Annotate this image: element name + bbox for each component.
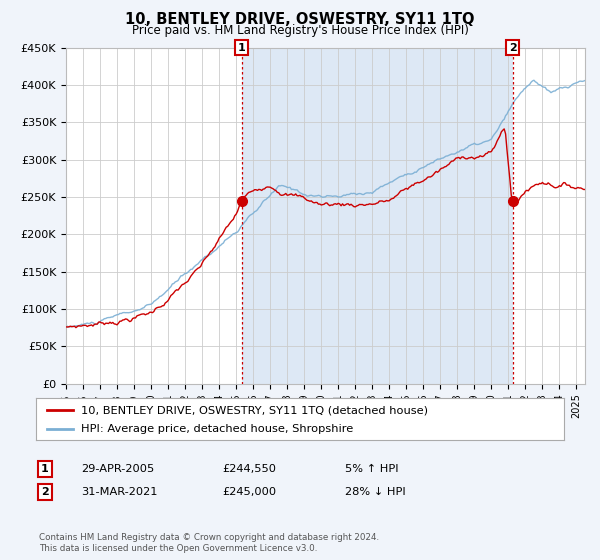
- Text: 10, BENTLEY DRIVE, OSWESTRY, SY11 1TQ: 10, BENTLEY DRIVE, OSWESTRY, SY11 1TQ: [125, 12, 475, 27]
- Text: Contains HM Land Registry data © Crown copyright and database right 2024.
This d: Contains HM Land Registry data © Crown c…: [39, 533, 379, 553]
- Text: HPI: Average price, detached house, Shropshire: HPI: Average price, detached house, Shro…: [81, 424, 353, 434]
- Text: 31-MAR-2021: 31-MAR-2021: [81, 487, 157, 497]
- Text: 10, BENTLEY DRIVE, OSWESTRY, SY11 1TQ (detached house): 10, BENTLEY DRIVE, OSWESTRY, SY11 1TQ (d…: [81, 405, 428, 415]
- Text: Price paid vs. HM Land Registry's House Price Index (HPI): Price paid vs. HM Land Registry's House …: [131, 24, 469, 36]
- Text: £244,550: £244,550: [222, 464, 276, 474]
- Text: 29-APR-2005: 29-APR-2005: [81, 464, 154, 474]
- Text: 2: 2: [41, 487, 49, 497]
- Text: 1: 1: [238, 43, 245, 53]
- Text: 2: 2: [509, 43, 517, 53]
- Text: 5% ↑ HPI: 5% ↑ HPI: [345, 464, 398, 474]
- Text: 28% ↓ HPI: 28% ↓ HPI: [345, 487, 406, 497]
- Text: £245,000: £245,000: [222, 487, 276, 497]
- Bar: [242, 48, 512, 384]
- Text: 1: 1: [41, 464, 49, 474]
